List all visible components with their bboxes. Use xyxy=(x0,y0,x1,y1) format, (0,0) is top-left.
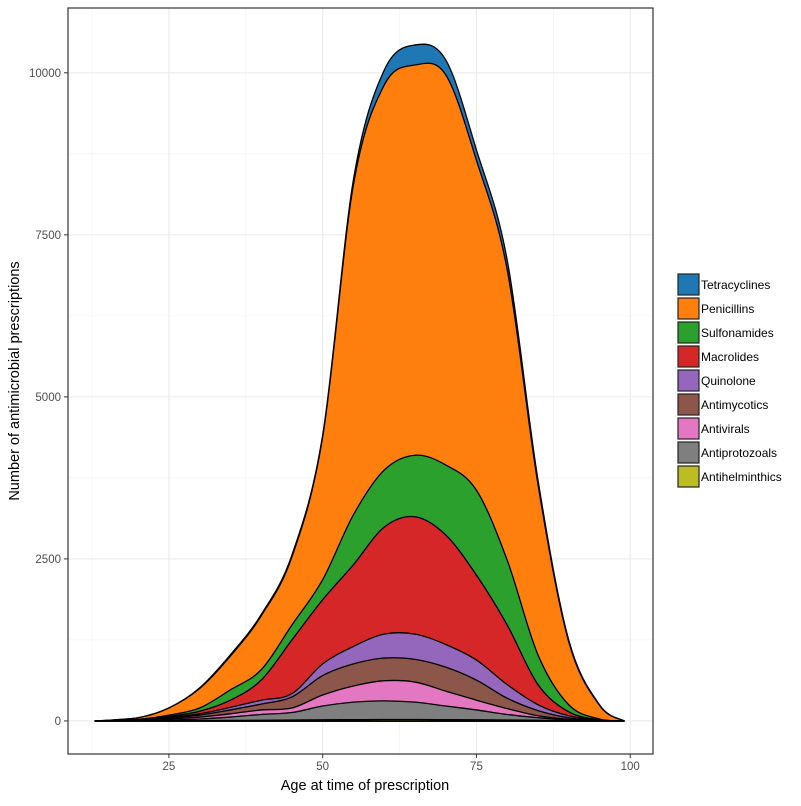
legend-key-antihelminthics xyxy=(677,465,700,488)
legend-label: Antivirals xyxy=(701,422,750,436)
legend-label: Tetracyclines xyxy=(701,278,770,292)
legend-label: Quinolone xyxy=(701,374,756,388)
x-tick-label: 25 xyxy=(162,761,175,773)
x-tick-label: 75 xyxy=(470,761,483,773)
legend-key-antimycotics xyxy=(677,393,700,416)
legend-label: Antiprotozoals xyxy=(701,446,777,460)
legend-key-penicillins xyxy=(677,297,700,320)
legend-key-macrolides xyxy=(677,345,700,368)
legend-key-antivirals xyxy=(677,417,700,440)
legend: Tetracyclines Penicillins Sulfonamides Macr… xyxy=(677,273,782,488)
area-macrolides xyxy=(94,515,625,722)
y-tick-label: 0 xyxy=(55,716,61,728)
legend-label: Sulfonamides xyxy=(701,326,774,340)
x-tick-label: 50 xyxy=(316,761,329,773)
areas xyxy=(94,43,625,722)
area-antihelminthics xyxy=(94,718,625,722)
y-tick-label: 10000 xyxy=(29,68,61,80)
legend-key-quinolone xyxy=(677,369,700,392)
legend-key-tetracyclines xyxy=(677,273,700,296)
x-axis-label: Age at time of prescription xyxy=(281,778,449,794)
area-antivirals xyxy=(94,679,625,722)
axes: 25 50 75 100 0 2500 5000 7500 10000 xyxy=(29,68,640,773)
legend-label: Penicillins xyxy=(701,302,754,316)
legend-key-antiprotozoals xyxy=(677,441,700,464)
legend-key-sulfonamides xyxy=(677,321,700,344)
area-antiprotozoals xyxy=(94,700,625,722)
plot-border xyxy=(67,7,654,755)
x-tick-label: 100 xyxy=(621,761,640,773)
legend-label: Macrolides xyxy=(701,350,759,364)
y-tick-label: 7500 xyxy=(35,230,61,242)
y-tick-label: 2500 xyxy=(35,554,61,566)
legend-label: Antihelminthics xyxy=(701,470,782,484)
y-tick-label: 5000 xyxy=(35,392,61,404)
y-axis-label: Number of antimicrobial prescriptions xyxy=(7,261,23,500)
legend-label: Antimycotics xyxy=(701,398,768,412)
